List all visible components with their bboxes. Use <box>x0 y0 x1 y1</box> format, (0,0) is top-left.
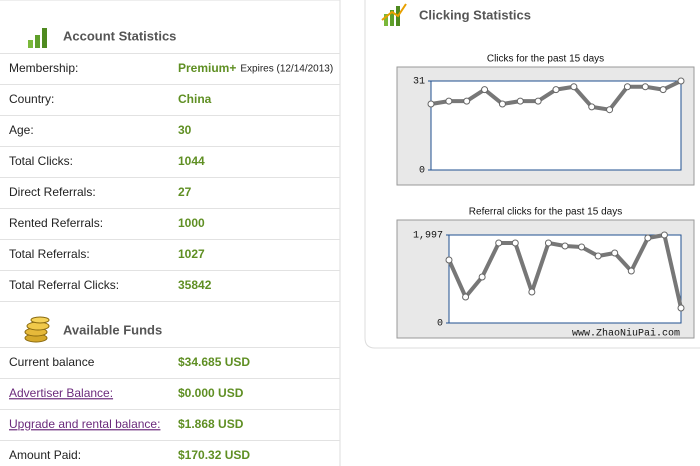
row-label: Direct Referrals: <box>9 185 96 199</box>
point <box>578 243 586 251</box>
point <box>660 231 668 239</box>
section-title: Available Funds <box>63 322 162 337</box>
point <box>516 97 524 105</box>
row-value: $170.32 USD <box>178 448 250 462</box>
point <box>478 273 486 281</box>
row-label: Rented Referrals: <box>9 216 103 230</box>
point <box>445 256 453 264</box>
row-value: 27 <box>178 185 192 199</box>
row-note: Expires (12/14/2013) <box>240 64 333 75</box>
point <box>627 267 635 275</box>
point <box>570 83 578 91</box>
point <box>495 239 503 247</box>
point <box>498 100 506 108</box>
y-tick-label: 0 <box>419 166 425 177</box>
point <box>463 97 471 105</box>
row-value: China <box>178 92 212 106</box>
row-label: Total Referrals: <box>9 247 90 261</box>
row-label: Current balance <box>9 355 95 369</box>
row-value: $34.685 USD <box>178 355 250 369</box>
point <box>659 86 667 94</box>
point <box>528 288 536 296</box>
point <box>511 239 519 247</box>
point <box>588 103 596 111</box>
y-tick-label: 31 <box>413 77 425 88</box>
row-label: Total Clicks: <box>9 154 73 168</box>
funds-icon <box>24 316 50 343</box>
point <box>534 97 542 105</box>
section-title: Clicking Statistics <box>419 7 531 22</box>
point <box>623 83 631 91</box>
point <box>544 239 552 247</box>
plot-area <box>430 80 682 171</box>
row-label: Amount Paid: <box>9 448 81 462</box>
y-tick-label: 1,997 <box>413 231 443 242</box>
row-label: Membership: <box>9 61 78 75</box>
row-value: 30 <box>178 123 192 137</box>
left-panel <box>0 0 341 466</box>
point <box>561 242 569 250</box>
row-value: 35842 <box>178 278 212 292</box>
row-value: Premium+ <box>178 61 236 75</box>
point <box>677 304 685 312</box>
row-label: Total Referral Clicks: <box>9 278 119 292</box>
watermark: www.ZhaoNiuPai.com <box>572 328 680 340</box>
point <box>445 97 453 105</box>
y-tick-label: 0 <box>437 319 443 330</box>
point <box>462 293 470 301</box>
clicking-icon <box>381 3 407 26</box>
account-icon <box>28 28 47 48</box>
row-label: Country: <box>9 92 54 106</box>
point <box>641 83 649 91</box>
point <box>552 86 560 94</box>
point <box>594 252 602 260</box>
point <box>677 77 685 85</box>
row-value: $1.868 USD <box>178 417 244 431</box>
row-value: 1000 <box>178 216 205 230</box>
chart-title: Clicks for the past 15 days <box>487 54 604 65</box>
point <box>427 100 435 108</box>
point <box>481 86 489 94</box>
row-label: Age: <box>9 123 34 137</box>
row-value: 1027 <box>178 247 205 261</box>
point <box>644 234 652 242</box>
point <box>611 249 619 257</box>
section-title: Account Statistics <box>63 28 176 43</box>
row-value: 1044 <box>178 154 205 168</box>
link[interactable]: Upgrade and rental balance: <box>9 417 160 431</box>
row-value: $0.000 USD <box>178 386 244 400</box>
point <box>606 106 614 114</box>
chart-title: Referral clicks for the past 15 days <box>469 207 622 218</box>
link[interactable]: Advertiser Balance: <box>9 386 113 400</box>
